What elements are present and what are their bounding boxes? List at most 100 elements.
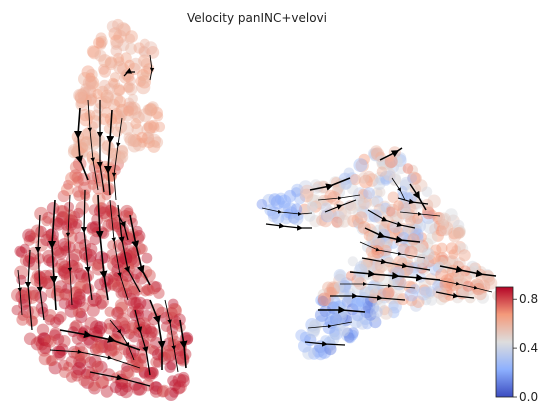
cell-point: [64, 214, 79, 229]
cell-point: [317, 288, 330, 301]
cell-point: [151, 136, 164, 149]
cell-point: [417, 286, 431, 301]
cell-point: [117, 23, 131, 37]
cell-point: [325, 289, 337, 301]
cell-point: [369, 147, 384, 162]
cell-point: [153, 357, 163, 368]
cell-point: [141, 298, 153, 310]
streamline: [34, 214, 45, 321]
cell-point: [327, 301, 340, 315]
cell-point: [16, 274, 27, 285]
cell-point: [90, 320, 104, 334]
cell-point: [173, 313, 186, 327]
cell-point: [137, 137, 148, 148]
cell-point: [326, 286, 337, 298]
cell-point: [320, 209, 334, 223]
cell-point: [407, 164, 418, 176]
cell-point: [86, 221, 99, 234]
cell-point: [109, 78, 120, 90]
cell-point: [91, 213, 104, 226]
cell-point: [53, 217, 64, 228]
cell-point: [416, 253, 428, 265]
cell-point: [133, 381, 148, 396]
cell-point: [362, 170, 375, 183]
cell-point: [395, 163, 407, 175]
cell-point: [452, 227, 464, 239]
cell-point: [327, 333, 340, 346]
cell-point: [132, 305, 144, 317]
cell-point: [52, 217, 66, 231]
cell-point: [344, 201, 358, 215]
cell-point: [97, 206, 111, 220]
cell-point: [373, 171, 386, 184]
cell-point: [378, 159, 391, 171]
cell-point: [100, 385, 114, 398]
streamline: [89, 371, 151, 387]
cell-point: [150, 356, 162, 368]
cell-point: [72, 186, 84, 198]
cell-point: [72, 361, 86, 376]
cell-point: [332, 210, 345, 224]
streamline: [307, 321, 353, 329]
cell-point: [140, 309, 153, 322]
cell-point: [368, 209, 381, 222]
cell-point: [59, 366, 71, 378]
cell-point: [375, 187, 386, 198]
cell-point: [335, 270, 346, 281]
streamline: [73, 107, 89, 181]
cell-point: [138, 366, 152, 380]
cell-point: [448, 249, 459, 260]
cell-point: [324, 316, 335, 327]
cell-point: [88, 380, 100, 392]
cell-point: [172, 381, 186, 395]
cell-point: [377, 205, 387, 216]
cell-point: [137, 353, 149, 364]
colorbar-tick-label: 0.4: [519, 341, 538, 355]
cell-point: [440, 221, 454, 235]
cell-point: [119, 210, 132, 222]
cell-point: [24, 230, 36, 242]
cell-point: [168, 304, 182, 318]
cell-point: [474, 287, 487, 301]
cell-point: [138, 45, 149, 57]
cell-point: [400, 207, 412, 219]
streamline: [330, 293, 406, 301]
cell-point: [116, 225, 129, 239]
cell-point: [117, 39, 130, 52]
cell-point: [75, 97, 90, 112]
cell-point: [56, 212, 70, 226]
cell-point: [396, 206, 410, 220]
cell-point: [130, 352, 142, 364]
cell-point: [88, 381, 101, 395]
cell-point: [58, 335, 71, 348]
cell-point: [400, 203, 412, 214]
streamline: [17, 269, 23, 316]
streamline: [149, 54, 155, 81]
cell-point: [417, 256, 429, 268]
cell-point: [104, 205, 117, 217]
cell-point: [23, 234, 35, 246]
cell-point: [133, 230, 146, 243]
cell-point: [347, 214, 360, 228]
cell-point: [373, 203, 386, 216]
cell-point: [341, 330, 353, 342]
cell-point: [42, 211, 55, 224]
cell-point: [126, 103, 139, 115]
cell-point: [114, 316, 129, 331]
cell-point: [429, 223, 441, 236]
cell-point: [298, 180, 313, 195]
cell-point: [123, 345, 137, 359]
cell-point: [150, 281, 162, 293]
cell-point: [123, 101, 135, 114]
cell-point: [164, 361, 176, 373]
cell-point: [140, 57, 153, 70]
cell-point: [74, 89, 89, 104]
cell-point: [103, 83, 116, 95]
cell-point: [125, 286, 140, 300]
cell-point: [120, 204, 134, 218]
cell-point: [435, 293, 448, 306]
cell-point: [132, 111, 145, 124]
cell-point: [75, 357, 87, 369]
cell-point: [363, 208, 377, 223]
cell-point: [326, 281, 341, 296]
